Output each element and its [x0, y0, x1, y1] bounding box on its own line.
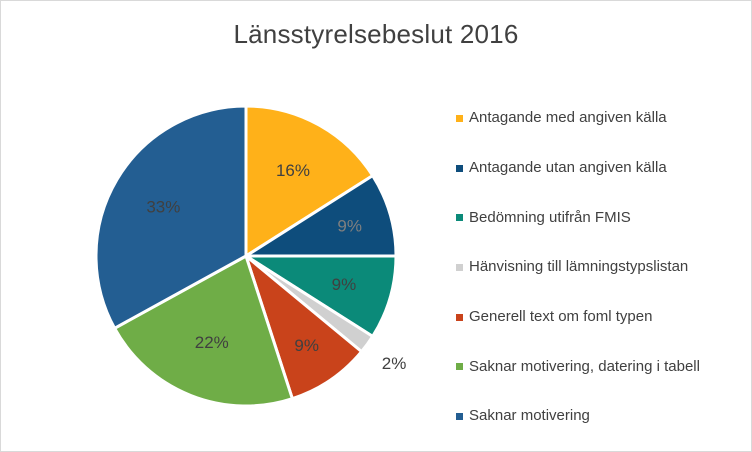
legend-item-4: Hänvisning till lämningstypslistan — [456, 242, 746, 292]
data-label-6: 22% — [195, 333, 229, 352]
legend-label: Antagande utan angiven källa — [469, 159, 667, 177]
data-label-7: 33% — [146, 198, 180, 217]
pie-slice-1 — [244, 104, 375, 258]
legend-label: Bedömning utifrån FMIS — [469, 208, 631, 226]
data-label-5: 9% — [294, 336, 319, 355]
legend: Antagande med angiven källa Antagande uta… — [456, 93, 746, 441]
legend-swatch — [456, 214, 463, 222]
pie-slice-6 — [113, 254, 294, 408]
data-label-4: 2% — [382, 354, 407, 373]
legend-swatch — [456, 114, 463, 122]
legend-swatch — [456, 363, 463, 371]
legend-label: Saknar motivering — [469, 407, 590, 425]
legend-item-7: Saknar motivering — [456, 391, 746, 441]
legend-swatch — [456, 313, 463, 321]
pie-slice-2 — [244, 174, 398, 258]
legend-item-6: Saknar motivering, datering i tabell — [456, 341, 746, 391]
pie-slice-3 — [244, 254, 398, 338]
pie-slice-5 — [244, 254, 364, 401]
legend-label: Saknar motivering, datering i tabell — [469, 357, 700, 375]
legend-swatch — [456, 412, 463, 420]
data-label-1: 16% — [276, 161, 310, 180]
legend-label: Generell text om foml typen — [469, 308, 653, 326]
legend-swatch — [456, 263, 463, 271]
legend-label: Antagande med angiven källa — [469, 109, 667, 127]
data-label-2: 9% — [337, 216, 362, 235]
legend-item-3: Bedömning utifrån FMIS — [456, 192, 746, 242]
legend-item-5: Generell text om foml typen — [456, 292, 746, 342]
legend-item-1: Antagande med angiven källa — [456, 93, 746, 143]
legend-label: Hänvisning till lämningstypslistan — [469, 258, 689, 276]
chart-title: Länsstyrelsebeslut 2016 — [233, 19, 519, 49]
data-label-3: 9% — [332, 275, 357, 294]
legend-item-2: Antagande utan angiven källa — [456, 143, 746, 193]
legend-swatch — [456, 164, 463, 172]
pie-slice-7 — [94, 104, 248, 330]
